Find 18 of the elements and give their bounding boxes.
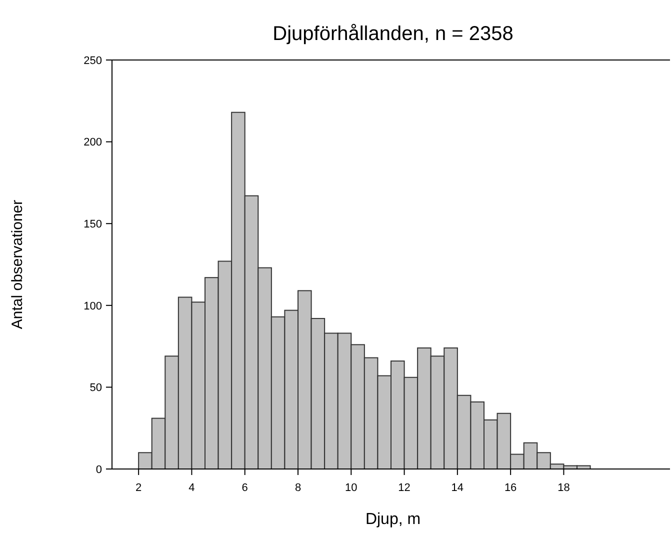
y-axis-title: Antal observationer: [9, 200, 26, 330]
x-tick-label: 10: [345, 482, 358, 494]
y-tick-label: 200: [84, 136, 102, 149]
y-tick-label: 0: [96, 464, 102, 476]
x-tick-label: 8: [294, 482, 302, 494]
x-axis-title: Djup, m: [365, 511, 421, 528]
x-tick-label: 4: [188, 482, 195, 494]
x-tick-label: 14: [451, 482, 464, 494]
x-tick-label: 16: [504, 482, 517, 494]
y-tick-label: 250: [84, 54, 102, 67]
y-tick-label: 50: [90, 382, 102, 394]
x-tick-label: 6: [242, 482, 248, 494]
x-tick-label: 12: [398, 482, 410, 494]
y-tick-label: 100: [84, 300, 102, 312]
x-tick-label: 18: [558, 482, 570, 494]
x-tick-label: 2: [136, 482, 142, 494]
y-tick-label: 150: [84, 218, 102, 230]
chart-title: Djupförhållanden, n = 2358: [272, 23, 514, 45]
